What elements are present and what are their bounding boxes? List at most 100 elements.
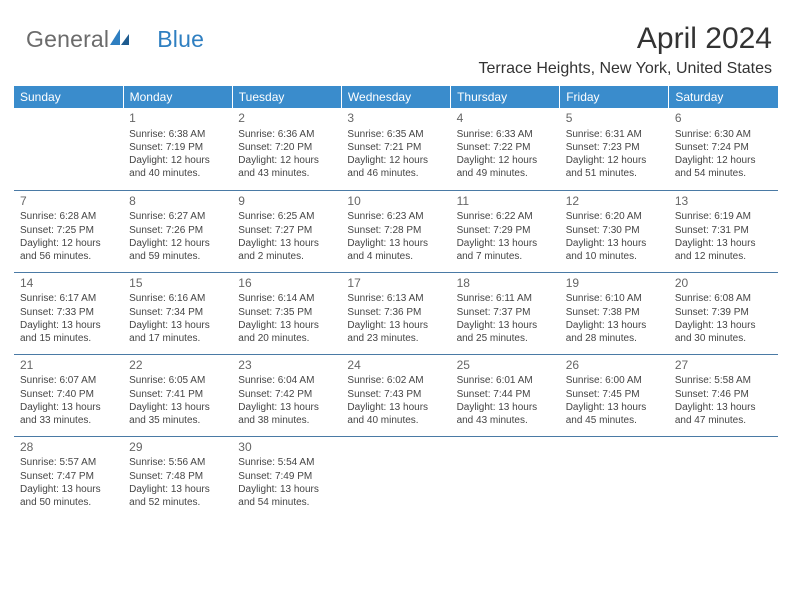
cell-line: and 23 minutes. xyxy=(347,332,444,345)
day-number: 22 xyxy=(129,358,226,374)
calendar-cell: 22Sunrise: 6:05 AMSunset: 7:41 PMDayligh… xyxy=(123,354,232,436)
cell-line: Sunrise: 6:33 AM xyxy=(457,128,554,141)
calendar-cell: 13Sunrise: 6:19 AMSunset: 7:31 PMDayligh… xyxy=(669,190,778,272)
cell-line: Sunset: 7:45 PM xyxy=(566,388,663,401)
cell-line: and 28 minutes. xyxy=(566,332,663,345)
calendar-cell: 24Sunrise: 6:02 AMSunset: 7:43 PMDayligh… xyxy=(341,354,450,436)
calendar-cell: 19Sunrise: 6:10 AMSunset: 7:38 PMDayligh… xyxy=(560,272,669,354)
calendar-cell: 9Sunrise: 6:25 AMSunset: 7:27 PMDaylight… xyxy=(232,190,341,272)
cell-line: and 50 minutes. xyxy=(20,496,117,509)
cell-line: Sunset: 7:35 PM xyxy=(238,306,335,319)
calendar-cell xyxy=(451,436,560,518)
cell-line: Daylight: 13 hours xyxy=(675,401,772,414)
cell-line: Daylight: 13 hours xyxy=(675,237,772,250)
cell-line: Daylight: 12 hours xyxy=(566,154,663,167)
calendar-week-row: 28Sunrise: 5:57 AMSunset: 7:47 PMDayligh… xyxy=(14,436,778,518)
cell-line: Daylight: 12 hours xyxy=(238,154,335,167)
cell-line: and 49 minutes. xyxy=(457,167,554,180)
cell-line: and 38 minutes. xyxy=(238,414,335,427)
calendar-cell xyxy=(14,108,123,190)
calendar-cell: 27Sunrise: 5:58 AMSunset: 7:46 PMDayligh… xyxy=(669,354,778,436)
cell-line: Sunrise: 6:38 AM xyxy=(129,128,226,141)
calendar-cell: 11Sunrise: 6:22 AMSunset: 7:29 PMDayligh… xyxy=(451,190,560,272)
cell-line: Sunrise: 6:05 AM xyxy=(129,374,226,387)
cell-line: Daylight: 13 hours xyxy=(238,237,335,250)
day-number: 5 xyxy=(566,111,663,127)
day-number: 12 xyxy=(566,194,663,210)
cell-line: Sunset: 7:20 PM xyxy=(238,141,335,154)
cell-line: Sunrise: 6:04 AM xyxy=(238,374,335,387)
day-number: 27 xyxy=(675,358,772,374)
day-number: 23 xyxy=(238,358,335,374)
cell-line: Daylight: 12 hours xyxy=(675,154,772,167)
day-number: 7 xyxy=(20,194,117,210)
calendar-cell xyxy=(341,436,450,518)
cell-line: Sunset: 7:39 PM xyxy=(675,306,772,319)
cell-line: and 20 minutes. xyxy=(238,332,335,345)
calendar-cell: 18Sunrise: 6:11 AMSunset: 7:37 PMDayligh… xyxy=(451,272,560,354)
calendar-cell: 4Sunrise: 6:33 AMSunset: 7:22 PMDaylight… xyxy=(451,108,560,190)
cell-line: Sunrise: 6:23 AM xyxy=(347,210,444,223)
calendar-cell: 10Sunrise: 6:23 AMSunset: 7:28 PMDayligh… xyxy=(341,190,450,272)
day-number: 2 xyxy=(238,111,335,127)
cell-line: Sunrise: 5:56 AM xyxy=(129,456,226,469)
cell-line: Sunrise: 6:20 AM xyxy=(566,210,663,223)
cell-line: Daylight: 13 hours xyxy=(129,483,226,496)
cell-line: Daylight: 13 hours xyxy=(566,401,663,414)
day-number: 13 xyxy=(675,194,772,210)
calendar-week-row: 1Sunrise: 6:38 AMSunset: 7:19 PMDaylight… xyxy=(14,108,778,190)
calendar-cell: 7Sunrise: 6:28 AMSunset: 7:25 PMDaylight… xyxy=(14,190,123,272)
calendar-cell: 8Sunrise: 6:27 AMSunset: 7:26 PMDaylight… xyxy=(123,190,232,272)
cell-line: and 43 minutes. xyxy=(238,167,335,180)
cell-line: Sunrise: 6:01 AM xyxy=(457,374,554,387)
calendar-cell: 16Sunrise: 6:14 AMSunset: 7:35 PMDayligh… xyxy=(232,272,341,354)
calendar-body: 1Sunrise: 6:38 AMSunset: 7:19 PMDaylight… xyxy=(14,108,778,518)
cell-line: Sunset: 7:24 PM xyxy=(675,141,772,154)
cell-line: Daylight: 13 hours xyxy=(347,319,444,332)
cell-line: Daylight: 12 hours xyxy=(129,237,226,250)
cell-line: Daylight: 13 hours xyxy=(347,401,444,414)
cell-line: and 47 minutes. xyxy=(675,414,772,427)
calendar-cell: 17Sunrise: 6:13 AMSunset: 7:36 PMDayligh… xyxy=(341,272,450,354)
calendar-cell: 6Sunrise: 6:30 AMSunset: 7:24 PMDaylight… xyxy=(669,108,778,190)
day-number: 15 xyxy=(129,276,226,292)
cell-line: Daylight: 13 hours xyxy=(347,237,444,250)
cell-line: Sunset: 7:48 PM xyxy=(129,470,226,483)
cell-line: Sunrise: 6:07 AM xyxy=(20,374,117,387)
calendar-cell: 23Sunrise: 6:04 AMSunset: 7:42 PMDayligh… xyxy=(232,354,341,436)
cell-line: Sunrise: 6:35 AM xyxy=(347,128,444,141)
cell-line: and 30 minutes. xyxy=(675,332,772,345)
cell-line: Daylight: 13 hours xyxy=(129,401,226,414)
cell-line: Sunset: 7:36 PM xyxy=(347,306,444,319)
cell-line: Sunrise: 6:36 AM xyxy=(238,128,335,141)
cell-line: Sunrise: 6:30 AM xyxy=(675,128,772,141)
cell-line: and 2 minutes. xyxy=(238,250,335,263)
cell-line: and 46 minutes. xyxy=(347,167,444,180)
brand-logo: General Blue xyxy=(26,22,204,53)
calendar-page: General Blue April 2024 Terrace Heights,… xyxy=(0,0,792,518)
calendar-cell: 2Sunrise: 6:36 AMSunset: 7:20 PMDaylight… xyxy=(232,108,341,190)
calendar-cell: 30Sunrise: 5:54 AMSunset: 7:49 PMDayligh… xyxy=(232,436,341,518)
cell-line: and 33 minutes. xyxy=(20,414,117,427)
calendar-cell: 1Sunrise: 6:38 AMSunset: 7:19 PMDaylight… xyxy=(123,108,232,190)
calendar-cell: 14Sunrise: 6:17 AMSunset: 7:33 PMDayligh… xyxy=(14,272,123,354)
day-number: 11 xyxy=(457,194,554,210)
cell-line: Sunrise: 6:17 AM xyxy=(20,292,117,305)
day-number: 28 xyxy=(20,440,117,456)
cell-line: Sunset: 7:33 PM xyxy=(20,306,117,319)
day-number: 1 xyxy=(129,111,226,127)
cell-line: and 40 minutes. xyxy=(347,414,444,427)
location-text: Terrace Heights, New York, United States xyxy=(479,60,772,78)
cell-line: Daylight: 12 hours xyxy=(20,237,117,250)
calendar-cell: 21Sunrise: 6:07 AMSunset: 7:40 PMDayligh… xyxy=(14,354,123,436)
day-number: 21 xyxy=(20,358,117,374)
cell-line: and 40 minutes. xyxy=(129,167,226,180)
calendar-cell xyxy=(560,436,669,518)
cell-line: and 4 minutes. xyxy=(347,250,444,263)
cell-line: Sunset: 7:41 PM xyxy=(129,388,226,401)
cell-line: Daylight: 12 hours xyxy=(129,154,226,167)
cell-line: Daylight: 13 hours xyxy=(20,319,117,332)
cell-line: and 52 minutes. xyxy=(129,496,226,509)
cell-line: Sunrise: 6:27 AM xyxy=(129,210,226,223)
calendar-cell xyxy=(669,436,778,518)
